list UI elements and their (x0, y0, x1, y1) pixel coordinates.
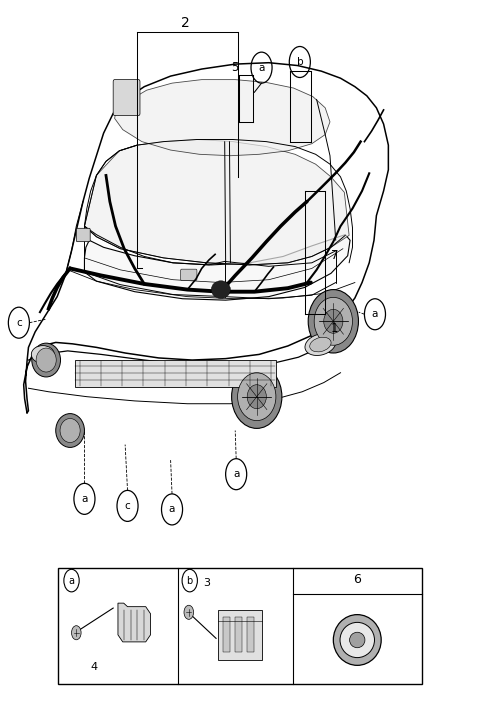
Ellipse shape (333, 615, 381, 665)
Text: 5: 5 (231, 61, 239, 74)
Text: c: c (125, 501, 131, 511)
Text: 6: 6 (353, 573, 361, 587)
Ellipse shape (324, 309, 343, 333)
FancyBboxPatch shape (76, 228, 90, 241)
Ellipse shape (211, 281, 230, 299)
Ellipse shape (238, 373, 276, 421)
Text: a: a (169, 504, 175, 515)
FancyBboxPatch shape (113, 80, 140, 116)
Ellipse shape (232, 365, 282, 429)
Ellipse shape (31, 346, 54, 363)
Circle shape (184, 605, 193, 619)
Text: b: b (187, 575, 193, 585)
Bar (218, 610, 262, 659)
Text: a: a (233, 469, 240, 479)
Ellipse shape (349, 633, 365, 647)
Ellipse shape (305, 334, 336, 356)
Ellipse shape (60, 419, 80, 443)
Bar (223, 617, 230, 652)
Ellipse shape (36, 348, 56, 372)
Polygon shape (118, 603, 151, 642)
Text: c: c (16, 318, 22, 328)
Text: 3: 3 (203, 578, 210, 588)
Text: 7: 7 (331, 249, 338, 262)
FancyBboxPatch shape (75, 360, 276, 387)
Ellipse shape (310, 337, 331, 352)
Text: 1: 1 (331, 322, 338, 335)
Text: a: a (258, 63, 265, 73)
Ellipse shape (308, 289, 359, 353)
Ellipse shape (247, 385, 266, 409)
Ellipse shape (340, 623, 374, 657)
Text: a: a (372, 309, 378, 319)
Bar (235, 617, 242, 652)
Polygon shape (115, 80, 330, 156)
FancyBboxPatch shape (180, 269, 197, 280)
Bar (247, 617, 254, 652)
Circle shape (72, 626, 81, 640)
Bar (58, 568, 422, 684)
Ellipse shape (314, 297, 352, 345)
Text: a: a (81, 494, 88, 504)
Ellipse shape (32, 343, 60, 377)
Polygon shape (84, 234, 350, 300)
Text: 2: 2 (180, 16, 189, 30)
Polygon shape (84, 140, 349, 265)
Text: 4: 4 (90, 662, 97, 671)
Text: b: b (297, 57, 303, 67)
Text: a: a (69, 575, 74, 585)
Ellipse shape (56, 414, 84, 448)
